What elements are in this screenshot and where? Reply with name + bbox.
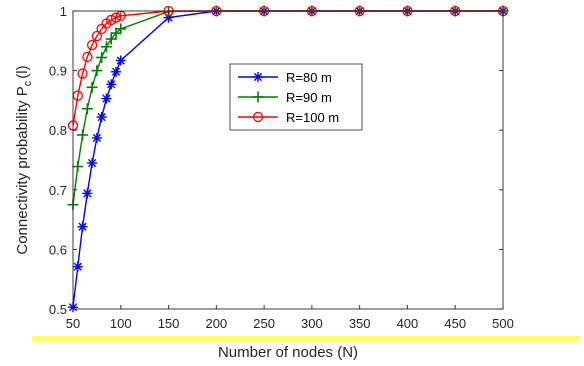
series-0-point-4: [87, 157, 98, 168]
x-tick-label-8: 450: [444, 316, 466, 331]
legend-entry-0: R=80 m: [238, 70, 332, 85]
series-0-point-3: [82, 188, 93, 199]
series-0-point-9-stroke: [111, 67, 121, 76]
series-0-point-6-stroke: [97, 112, 106, 122]
series-2-point-9: [110, 12, 122, 23]
legend: R=80 m R=90 m R=100 m: [229, 63, 363, 131]
series-1-point-1: [72, 161, 84, 173]
series-1-point-3: [81, 103, 93, 115]
legend-entry-2: R=100 m: [238, 110, 339, 125]
series-0-point-2: [77, 221, 88, 232]
y-axis-label: Connectivity probability Pc (l): [14, 65, 34, 254]
y-tick-label-0: 0.5: [49, 302, 67, 317]
series-1-point-7: [100, 41, 112, 53]
x-tick-label-4: 250: [253, 316, 275, 331]
x-tick-label-1: 100: [110, 316, 132, 331]
axes-box: [72, 10, 504, 310]
legend-swatch-marker-0-stroke: [253, 72, 263, 82]
series-0-point-4-stroke: [88, 158, 97, 168]
y-tick-label-4: 0.9: [49, 64, 67, 79]
series-2-point-2: [77, 68, 88, 79]
legend-label-1: R=90 m: [286, 90, 332, 105]
y-tick-label-3: 0.8: [49, 123, 67, 138]
series-2-point-5: [91, 30, 103, 42]
x-axis-label: Number of nodes (N): [218, 344, 358, 361]
series-0-point-7-stroke: [102, 94, 111, 103]
series-0-point-2-stroke: [78, 222, 87, 231]
y-tick-label-5: 1: [60, 4, 67, 19]
y-tick-label-2: 0.7: [49, 183, 67, 198]
x-tick-label-5: 300: [301, 316, 323, 331]
series-1-point-6: [96, 51, 108, 63]
series-0-point-10: [115, 55, 126, 66]
axes-layer: [72, 10, 504, 310]
legend-entry-1: R=90 m: [238, 90, 332, 105]
series-2-point-9-ring: [110, 12, 122, 23]
series-0-point-3-stroke: [83, 189, 92, 198]
ticks-layer: 50 100 150 200 250 300 350 400 450 500 0.5 0.6 0.7 0.…: [49, 4, 514, 331]
x-tick-label-3: 200: [205, 316, 227, 331]
plot-area: [73, 11, 503, 309]
series-0-point-6: [96, 112, 107, 123]
series-1-point-8: [105, 33, 117, 45]
series-0-point-9: [111, 66, 121, 77]
series-0-point-1: [72, 261, 83, 272]
series-1-point-10: [115, 23, 127, 35]
legend-swatch-marker-2-ring: [252, 111, 264, 123]
y-tick-label-1: 0.6: [49, 242, 67, 257]
series-2-point-2-ring: [77, 68, 88, 79]
series-0-point-5-stroke: [92, 133, 101, 143]
series-0-point-1-stroke: [73, 262, 82, 271]
legend-swatch-marker-2: [252, 111, 264, 123]
series-1-point-2: [77, 129, 89, 141]
y-axis-label-main: Connectivity probability P: [14, 86, 31, 254]
x-tick-label-6: 350: [349, 316, 371, 331]
x-tick-label-9: 500: [492, 316, 514, 331]
series-2-point-4-ring: [86, 39, 98, 51]
series-0-point-5: [91, 132, 102, 143]
x-tick-label-0: 50: [66, 316, 80, 331]
series-1-point-5: [91, 65, 103, 77]
x-tick-label-2: 150: [158, 316, 180, 331]
y-axis-label-suffix: (l): [14, 65, 31, 78]
series-2-point-4: [86, 39, 98, 51]
series-2-point-3: [82, 51, 93, 63]
legend-label-2: R=100 m: [286, 110, 339, 125]
legend-label-0: R=80 m: [286, 70, 332, 85]
series-2-point-8-ring: [106, 14, 117, 26]
caption-highlight: [32, 336, 580, 341]
legend-swatch-marker-0: [253, 72, 263, 82]
series-0-point-7: [101, 93, 112, 104]
series-1-point-4: [86, 81, 98, 93]
y-axis-label-subscript: c: [22, 80, 34, 86]
x-tick-label-7: 400: [397, 316, 419, 331]
series-2-point-3-ring: [82, 51, 93, 63]
series-2-point-5-ring: [91, 30, 103, 42]
legend-entries: R=80 m R=90 m R=100 m: [238, 70, 339, 125]
series-2-point-8: [106, 14, 117, 26]
series-0-point-8-stroke: [107, 80, 116, 89]
series-0-point-8: [106, 79, 117, 90]
legend-swatch-marker-1: [252, 91, 264, 103]
series-0-point-10-stroke: [116, 56, 125, 65]
